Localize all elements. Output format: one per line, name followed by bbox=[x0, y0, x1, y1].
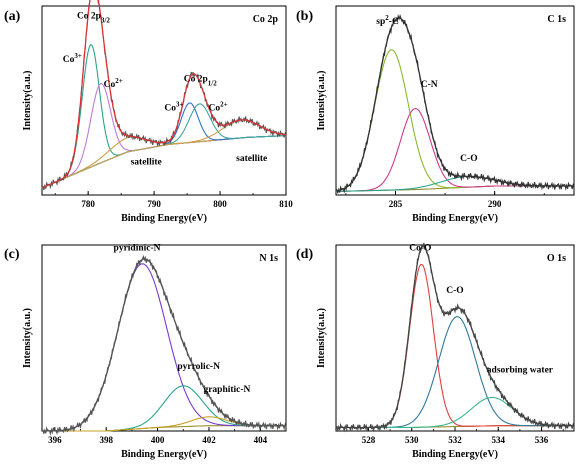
panel-c-x-tick-label: 402 bbox=[202, 435, 216, 445]
panel-a-peak-annotation: Co3+ bbox=[63, 52, 82, 65]
panel-c-x-tick-label: 398 bbox=[99, 435, 113, 445]
panel-c-element-tag: N 1s bbox=[259, 253, 278, 264]
panel-a-x-tick-label: 790 bbox=[147, 199, 161, 209]
panel-d-element-tag: O 1s bbox=[547, 253, 566, 264]
panel-d-x-tick-label: 534 bbox=[492, 435, 506, 445]
panel-b-peak-annotation: C-O bbox=[460, 154, 477, 164]
panel-b-panel-letter: (b) bbox=[296, 9, 313, 24]
panel-c-x-tick-label: 400 bbox=[151, 435, 165, 445]
panel-a-x-tick-label: 800 bbox=[213, 199, 227, 209]
panel-b-envelope-line bbox=[335, 17, 574, 192]
panel-d-plot-frame bbox=[335, 244, 575, 432]
panel-d-x-axis-title: Binding Energy(eV) bbox=[412, 449, 498, 460]
panel-a-panel-letter: (a) bbox=[4, 9, 21, 24]
panel-a-peak-annotation: Co2+ bbox=[104, 77, 123, 90]
panel-d-peak-annotation: C-O bbox=[446, 286, 463, 296]
panel-c-fit-peak-1 bbox=[42, 263, 286, 432]
panel-d-panel-letter: (d) bbox=[296, 247, 313, 262]
panel-a-x-tick-label: 810 bbox=[279, 199, 293, 209]
panel-c-fit-peak-3 bbox=[42, 416, 286, 432]
panel-c-peak-annotation: pyridinic-N bbox=[114, 243, 161, 253]
panel-c-peak-annotation: pyrrolic-N bbox=[177, 362, 220, 372]
panel-a: (a) Co 2p 780 790 800 810 Binding Energy(eV) In… bbox=[4, 0, 293, 224]
panel-c-panel-letter: (c) bbox=[4, 247, 20, 262]
panel-c-raw-data-line bbox=[41, 254, 287, 436]
panel-d-x-tick-label: 528 bbox=[362, 435, 376, 445]
panel-c-x-tick-label: 404 bbox=[254, 435, 268, 445]
panel-b-plot-frame bbox=[335, 5, 575, 196]
panel-d: (d) O 1s 528 530 532 534 536 Binding Energy(eV)… bbox=[296, 242, 575, 460]
panel-b-peak-annotation: C-N bbox=[421, 80, 438, 90]
panel-d-x-tick-label: 530 bbox=[405, 435, 419, 445]
panel-a-peak-annotation: Co 2p1/2 bbox=[184, 75, 217, 88]
panel-c-x-axis-title: Binding Energy(eV) bbox=[121, 449, 207, 460]
panel-d-x-tick-label: 536 bbox=[535, 435, 549, 445]
panel-a-y-axis-title: Intensity(a.u.) bbox=[22, 70, 33, 130]
panel-a-x-axis-title: Binding Energy(eV) bbox=[121, 213, 207, 224]
panel-a-peak-annotation: Co3+ bbox=[164, 100, 183, 113]
panel-b-element-tag: C 1s bbox=[547, 14, 566, 25]
panel-c-peak-annotation: graphitic-N bbox=[203, 385, 250, 395]
panel-c: (c) N 1s 396 398 400 402 404 Binding Energy(eV)… bbox=[4, 243, 287, 460]
panel-b-x-tick-label: 290 bbox=[488, 199, 502, 209]
panel-a-plot-frame bbox=[41, 5, 287, 196]
panel-d-x-tick-label: 532 bbox=[448, 435, 462, 445]
panel-a-peak-annotation: satellite bbox=[236, 154, 267, 164]
panel-a-peak-annotation: Co 2p3/2 bbox=[77, 12, 110, 25]
panel-b-x-tick-label: 285 bbox=[389, 199, 403, 209]
panel-d-y-axis-title: Intensity(a.u.) bbox=[316, 308, 327, 368]
panel-d-peak-annotation: adsorbing water bbox=[487, 366, 554, 376]
panel-b-peak-annotation: sp2-C bbox=[376, 14, 399, 27]
panel-d-envelope-line bbox=[336, 245, 574, 429]
panel-a-envelope-line bbox=[41, 0, 287, 189]
panel-a-peak-annotation: Co2+ bbox=[209, 100, 228, 113]
panel-a-peak-annotation: satellite bbox=[131, 157, 162, 167]
panel-d-raw-data-line bbox=[335, 242, 575, 433]
panel-b-y-axis-title: Intensity(a.u.) bbox=[316, 70, 327, 130]
panel-d-peak-annotation: Co-O bbox=[409, 243, 431, 253]
panel-c-envelope-line bbox=[42, 258, 286, 432]
panel-b-x-axis-title: Binding Energy(eV) bbox=[412, 213, 498, 224]
panel-c-x-tick-label: 396 bbox=[48, 435, 62, 445]
panel-a-element-tag: Co 2p bbox=[253, 14, 279, 25]
panel-c-y-axis-title: Intensity(a.u.) bbox=[22, 308, 33, 368]
panel-a-x-tick-label: 780 bbox=[81, 199, 95, 209]
panel-c-plot-frame bbox=[41, 244, 287, 432]
panel-b: (b) C 1s 285 290 Binding Energy(eV) Intensity… bbox=[296, 5, 575, 224]
panel-b-raw-data-line bbox=[335, 13, 575, 194]
